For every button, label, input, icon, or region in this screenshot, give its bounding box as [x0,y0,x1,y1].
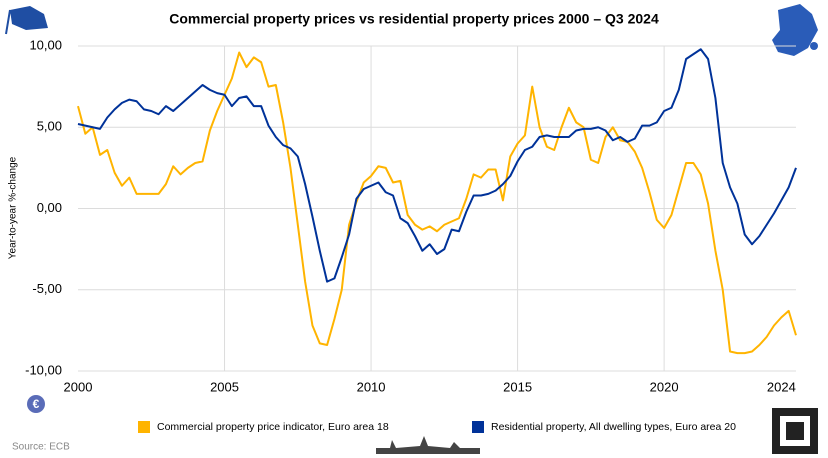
flag-icon [5,6,48,35]
legend-label: Residential property, All dwelling types… [491,421,736,433]
y-tick-label: 10,00 [29,37,62,52]
y-tick-label: 5,00 [37,119,62,134]
svg-text:€: € [33,397,40,411]
x-tick-label: 2010 [357,379,386,394]
series-line [77,48,797,283]
x-tick-label: 2015 [503,379,532,394]
x-tick-label: 2024 [767,379,796,394]
x-tick-label: 2000 [64,379,93,394]
y-axis-label: Year-to-year %-change [8,156,19,259]
euro-icon: € [27,395,45,413]
skyline [376,436,480,454]
source: Source: ECB [12,442,70,453]
y-tick-label: -5,00 [32,281,62,296]
y-tick-label: -10,00 [25,362,62,377]
x-tick-label: 2020 [650,379,679,394]
qr-code-core [786,422,804,440]
chart-title: Commercial property prices vs residentia… [169,11,659,27]
series-line [77,51,797,355]
legend-swatch [472,421,484,433]
europe-map-icon [772,4,818,56]
x-tick-label: 2005 [210,379,239,394]
legend-label: Commercial property price indicator, Eur… [157,421,389,433]
legend-swatch [138,421,150,433]
y-tick-label: 0,00 [37,200,62,215]
